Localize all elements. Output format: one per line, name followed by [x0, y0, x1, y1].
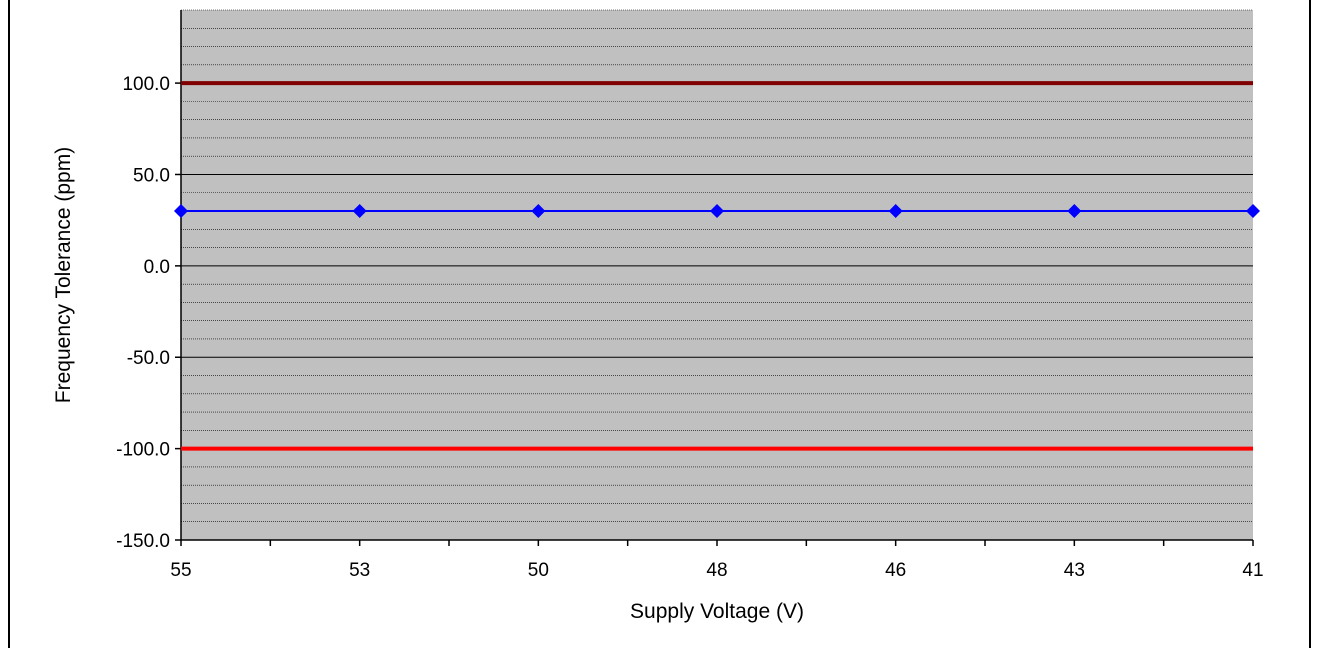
y-tick-label: -100.0 — [116, 440, 170, 461]
series-group — [174, 81, 1260, 451]
data-point-marker — [888, 204, 903, 219]
x-axis-ticks: 55 53 50 48 46 43 41 — [170, 540, 1264, 581]
plot-area — [181, 10, 1253, 540]
x-tick-label: 41 — [1242, 560, 1263, 581]
data-point-marker — [531, 204, 546, 219]
y-tick-label: 0.0 — [144, 257, 170, 278]
y-tick-label: 100.0 — [122, 74, 170, 95]
x-tick-label: 46 — [885, 560, 906, 581]
x-tick-label: 48 — [706, 560, 727, 581]
y-axis-ticks: 100.0 50.0 0.0 -50.0 -100.0 -150.0 — [116, 74, 181, 552]
x-tick-label: 43 — [1064, 560, 1085, 581]
x-tick-label: 55 — [170, 560, 191, 581]
x-tick-label: 53 — [349, 560, 370, 581]
data-point-marker — [1246, 204, 1260, 219]
x-axis-title: Supply Voltage (V) — [630, 600, 804, 623]
x-tick-label: 50 — [528, 560, 549, 581]
y-axis-title: Frequency Tolerance (ppm) — [52, 147, 75, 403]
data-point-marker — [174, 204, 188, 219]
data-point-marker — [710, 204, 724, 219]
y-tick-label: -150.0 — [116, 531, 170, 552]
y-tick-label: 50.0 — [133, 165, 170, 186]
data-point-marker — [1067, 204, 1082, 219]
data-point-marker — [352, 204, 367, 219]
y-tick-label: -50.0 — [127, 348, 170, 369]
